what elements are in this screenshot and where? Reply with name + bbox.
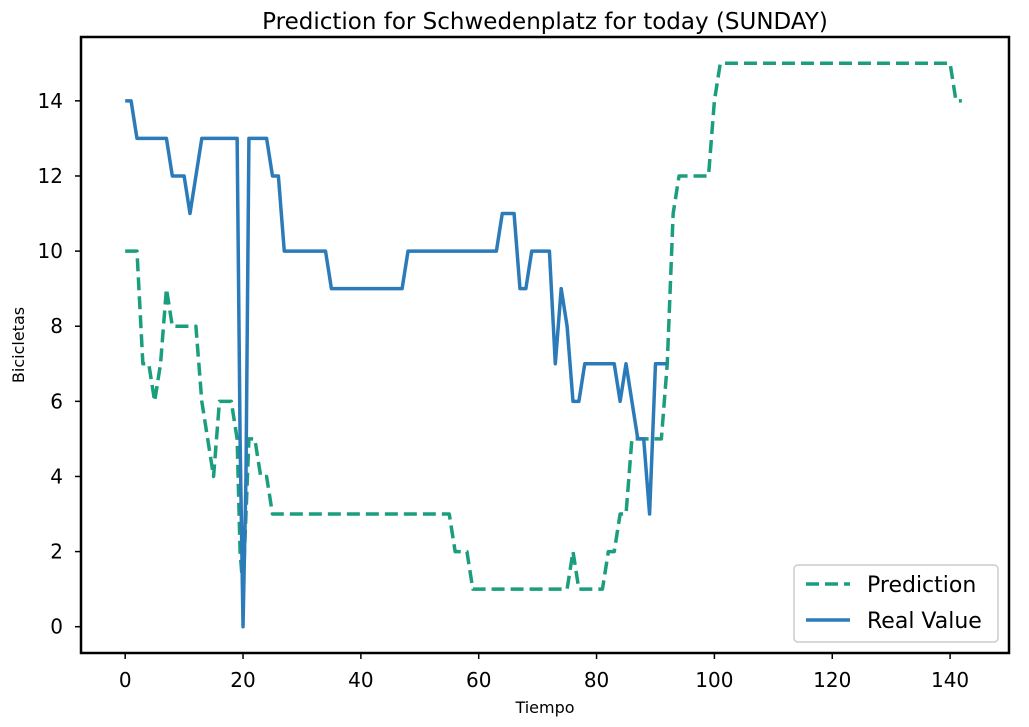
y-tick-label: 8 — [50, 314, 63, 338]
y-tick-label: 0 — [50, 615, 63, 639]
series-layer — [125, 61, 962, 629]
plot-frame — [79, 35, 1011, 655]
x-tick-label: 140 — [931, 668, 969, 692]
x-tick-label: 20 — [230, 668, 255, 692]
x-tick-label: 120 — [813, 668, 851, 692]
legend-label-prediction: Prediction — [867, 573, 976, 598]
x-axis-ticks: 0 20 40 60 80 100 120 140 — [119, 653, 969, 692]
y-tick-label: 10 — [38, 239, 63, 263]
x-axis-label: Tiempo — [514, 698, 574, 717]
y-tick-label: 14 — [38, 89, 63, 113]
legend-label-real-value: Real Value — [867, 609, 982, 634]
y-tick-label: 2 — [50, 540, 63, 564]
y-axis-label: Bicicletas — [9, 307, 28, 383]
x-tick-label: 0 — [119, 668, 132, 692]
x-tick-label: 80 — [584, 668, 609, 692]
series-line-prediction — [125, 61, 962, 591]
x-tick-label: 40 — [348, 668, 373, 692]
y-axis-ticks: 0 2 4 6 8 10 12 14 — [38, 89, 81, 639]
legend: Prediction Real Value — [793, 564, 999, 643]
x-tick-label: 100 — [695, 668, 733, 692]
y-tick-label: 4 — [50, 464, 63, 488]
y-tick-label: 12 — [38, 164, 63, 188]
series-line-real-value — [125, 99, 668, 629]
x-tick-label: 60 — [466, 668, 491, 692]
y-tick-label: 6 — [50, 389, 63, 413]
chart-title: Prediction for Schwedenplatz for today (… — [262, 9, 828, 35]
